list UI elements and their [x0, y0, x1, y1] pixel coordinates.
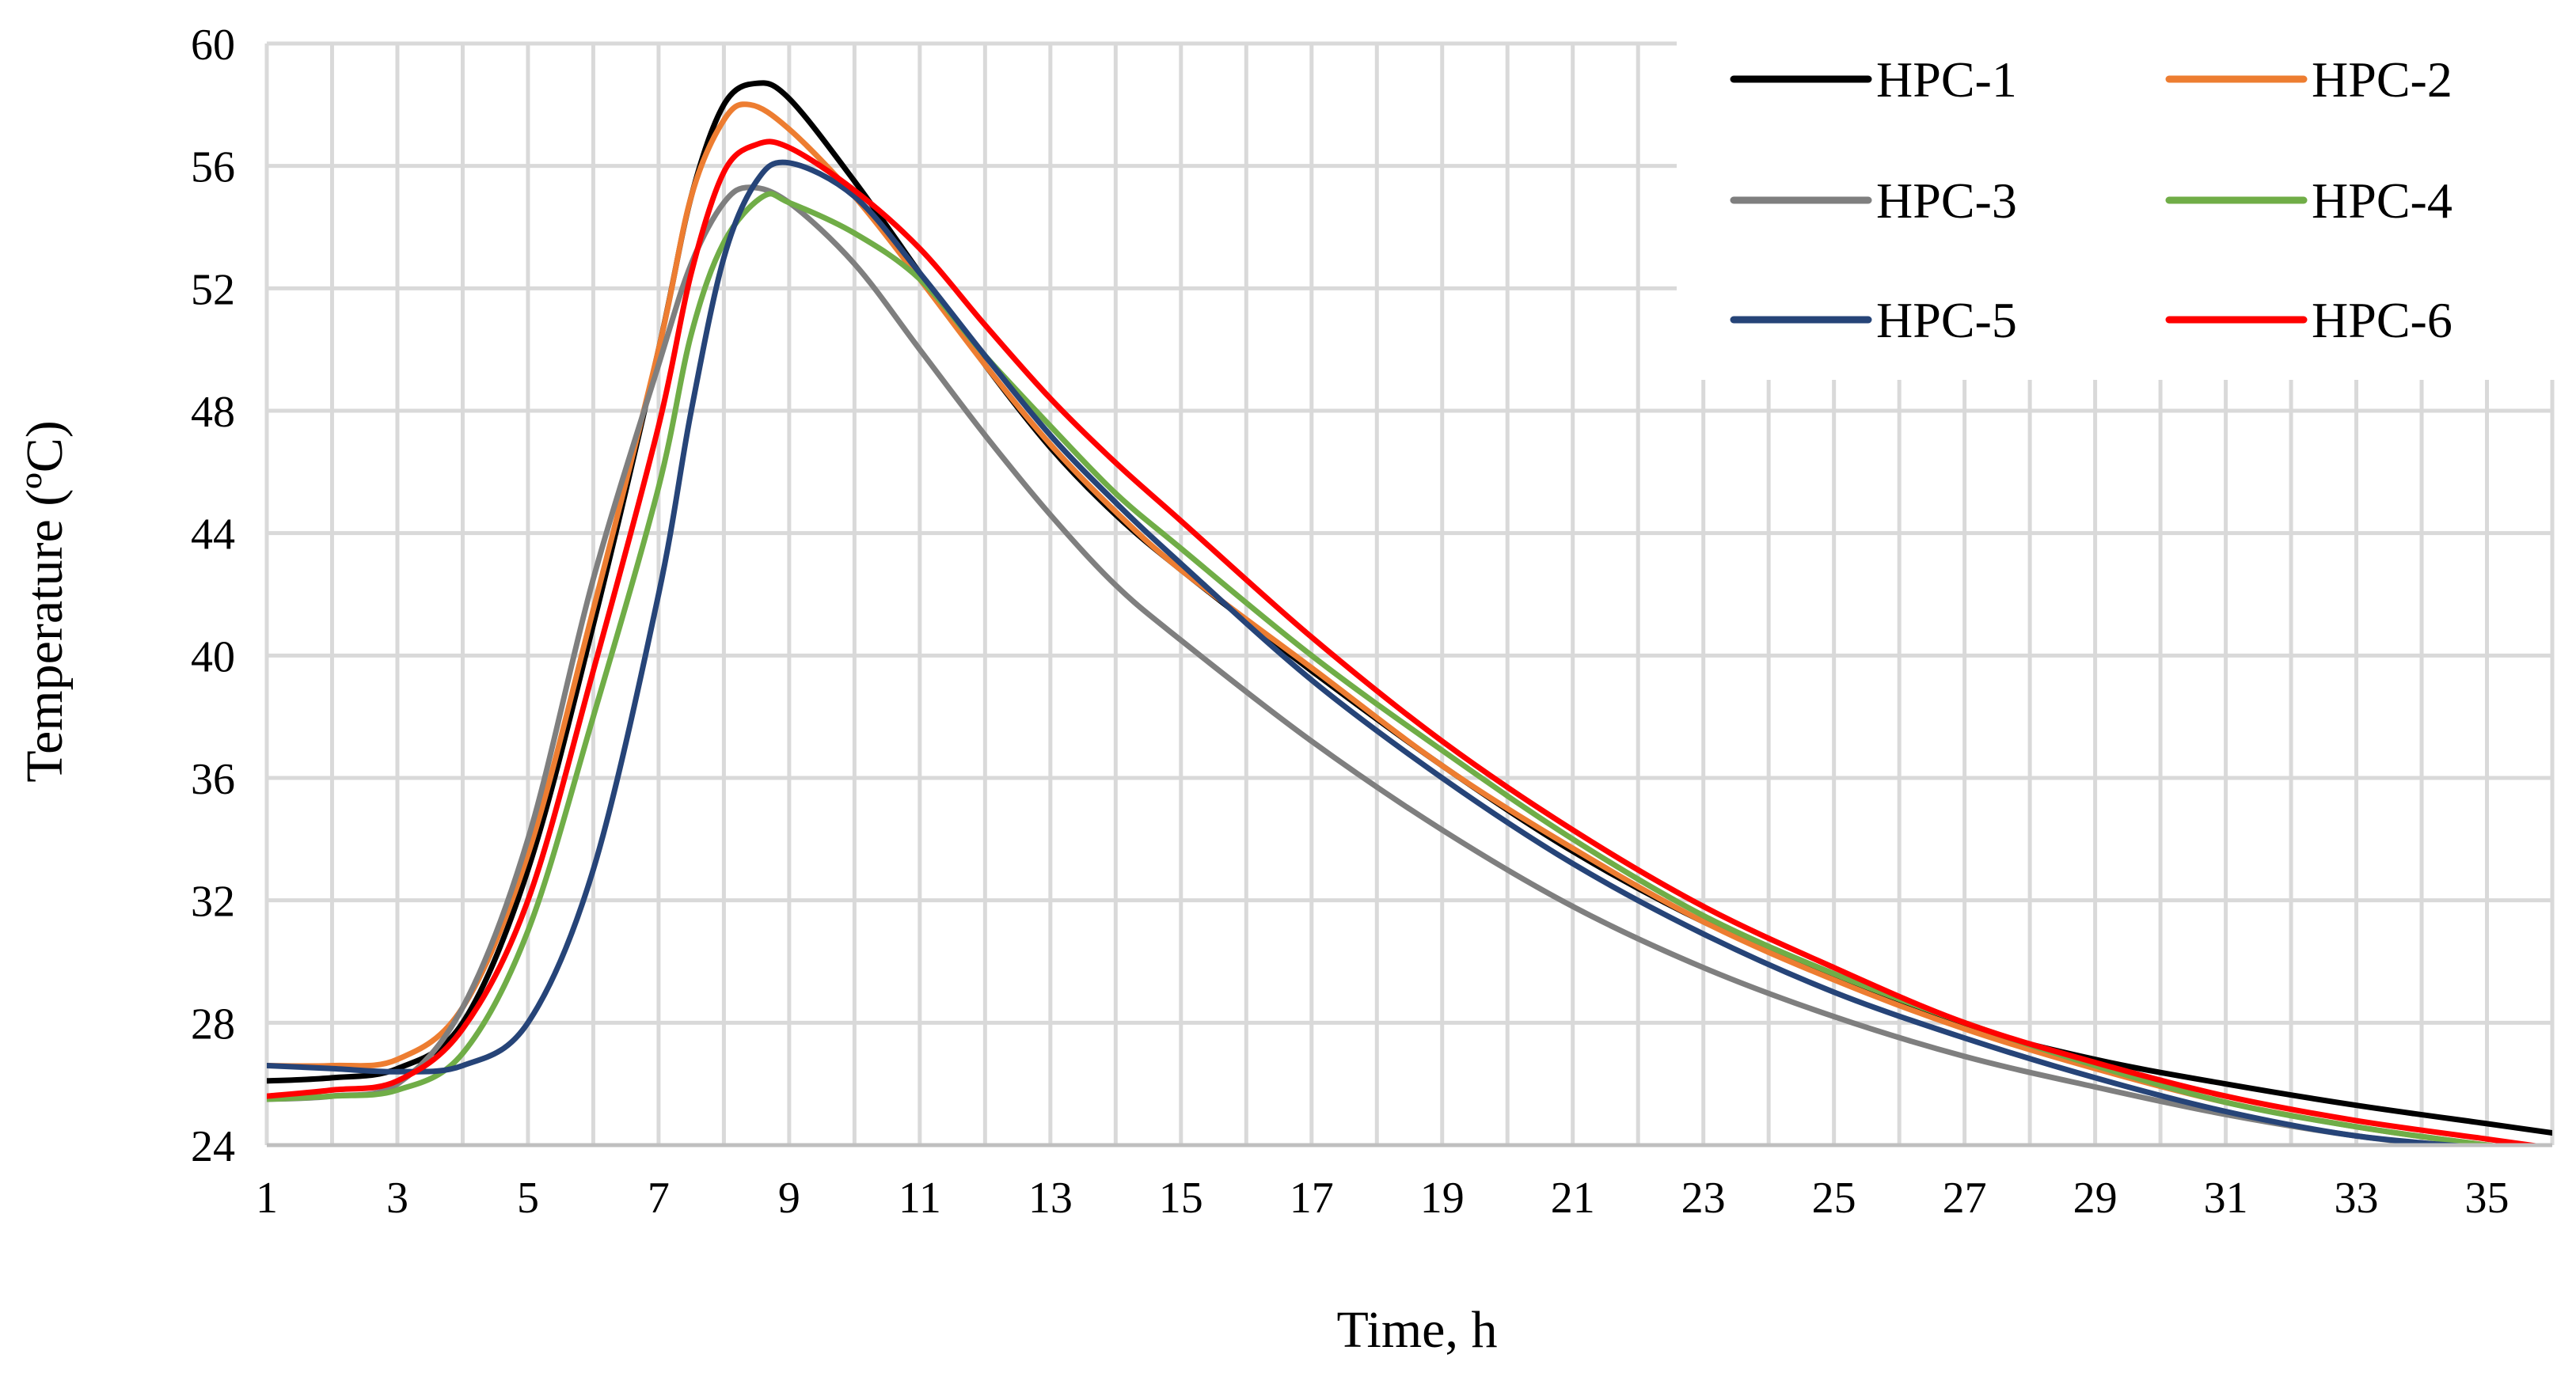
legend-label-hpc-2: HPC-2	[2312, 51, 2453, 108]
x-axis-title: Time, h	[1337, 1301, 1498, 1359]
series-line-hpc-2	[267, 101, 2513, 1145]
y-tick-label: 32	[191, 878, 235, 927]
x-tick-label: 27	[1943, 1174, 1987, 1223]
x-tick-label: 21	[1551, 1174, 1595, 1223]
series-layer	[267, 80, 2552, 1145]
x-tick-label: 33	[2335, 1174, 2379, 1223]
x-tick-label: 9	[778, 1174, 800, 1223]
y-axis-title: Temperature (ºC)	[16, 420, 74, 782]
legend-label-hpc-5: HPC-5	[1876, 292, 2017, 348]
x-tick-label: 31	[2204, 1174, 2248, 1223]
series-line-hpc-3	[267, 184, 2456, 1145]
x-tick-label: 17	[1290, 1174, 1334, 1223]
x-tick-label: 19	[1420, 1174, 1465, 1223]
x-tick-label: 13	[1028, 1174, 1073, 1223]
y-tick-label: 24	[191, 1122, 235, 1171]
y-tick-label: 44	[191, 510, 235, 560]
x-tick-label: 25	[1812, 1174, 1856, 1223]
y-tick-label: 56	[191, 143, 235, 192]
x-tick-label: 5	[517, 1174, 539, 1223]
x-tick-label: 11	[899, 1174, 941, 1223]
x-tick-label: 15	[1159, 1174, 1203, 1223]
x-tick-label: 7	[648, 1174, 670, 1223]
series-line-hpc-5	[267, 159, 2484, 1145]
legend-label-hpc-6: HPC-6	[2312, 292, 2453, 348]
x-tick-label: 35	[2465, 1174, 2510, 1223]
legend-label-hpc-1: HPC-1	[1876, 51, 2017, 108]
y-tick-label: 40	[191, 632, 235, 681]
y-tick-label: 36	[191, 755, 235, 804]
x-tick-label: 3	[386, 1174, 408, 1223]
legend-label-hpc-3: HPC-3	[1876, 173, 2017, 229]
axis-layer: 1 3 5 7 9 11 13 15 17 19 21 23 25 27 29 31 33 35242832364…	[191, 21, 2552, 1223]
legend: HPC-1 HPC-2 HPC-3 HPC-4 HPC-5 HPC-6	[1677, 32, 2563, 380]
y-tick-label: 52	[191, 265, 235, 314]
y-tick-label: 28	[191, 1000, 235, 1049]
y-tick-label: 60	[191, 21, 235, 70]
y-tick-label: 48	[191, 388, 235, 437]
x-tick-label: 29	[2073, 1174, 2118, 1223]
legend-label-hpc-4: HPC-4	[2312, 173, 2453, 229]
x-tick-label: 1	[256, 1174, 278, 1223]
x-tick-label: 23	[1681, 1174, 1726, 1223]
series-line-hpc-6	[267, 138, 2551, 1145]
